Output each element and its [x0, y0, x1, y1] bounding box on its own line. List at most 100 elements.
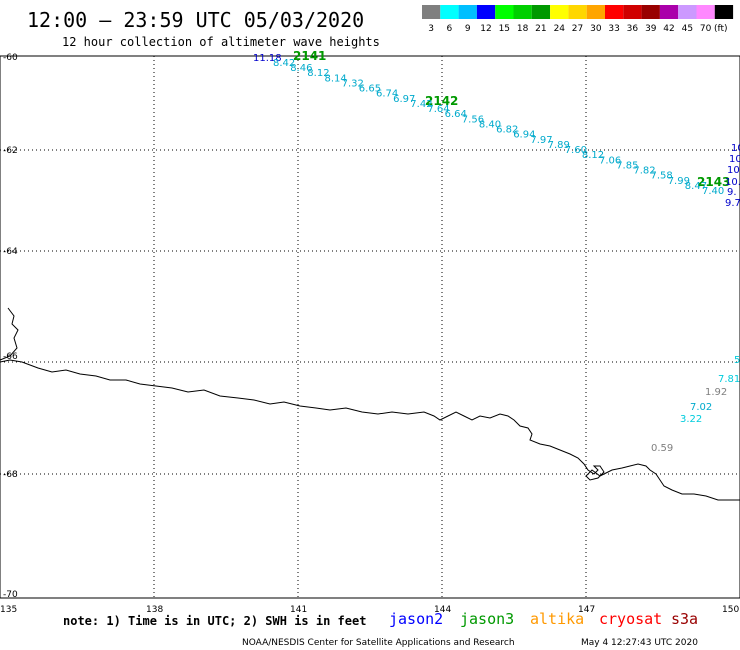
altimeter-track-main: 8.428.468.128.147.326.656.746.977.427.64…	[273, 58, 724, 197]
legend-label: 42	[663, 24, 674, 34]
track-value: 7.42	[410, 99, 432, 110]
footer-timestamp: May 4 12:27:43 UTC 2020	[581, 638, 698, 648]
track-value: 8.46	[290, 63, 312, 74]
track-value: 6.82	[496, 125, 518, 136]
legend-label: 39	[645, 24, 657, 34]
legend-swatch	[623, 5, 642, 19]
track-value: 7.58	[651, 171, 673, 182]
satellite-name: jason3	[460, 610, 514, 628]
track-value: 8.47	[685, 181, 707, 192]
legend-swatch	[659, 5, 679, 19]
track-value: 8.14	[325, 73, 347, 84]
legend-label: 18	[517, 24, 529, 34]
track-value: 6.74	[376, 89, 398, 100]
pass-time-label: 2141	[293, 49, 326, 63]
legend-swatch	[422, 5, 441, 19]
edge-values-lower: 5 7.81	[718, 355, 740, 385]
track-value: 7.32	[342, 79, 364, 90]
lat-label: -62	[3, 146, 18, 156]
track-value-first: 11.18	[253, 53, 282, 64]
legend-label: 27	[572, 24, 583, 34]
legend-label: 30	[590, 24, 602, 34]
track-value: 7.56	[462, 114, 484, 125]
track-value: 7.85	[616, 160, 638, 171]
lat-label: -60	[3, 53, 18, 63]
satellite-name: cryosat	[599, 610, 662, 628]
legend-swatch	[714, 5, 734, 19]
legend-label: 6	[447, 24, 453, 34]
track-value: 6.65	[359, 84, 381, 95]
legend-swatch	[495, 5, 514, 19]
satellite-name: altika	[530, 610, 584, 628]
graticule	[0, 56, 740, 598]
edge-value: 10	[729, 154, 740, 165]
track-value: 8.42	[273, 58, 295, 69]
lat-label: -66	[3, 352, 18, 362]
wave-height-legend: 3 6 9 12 15 18 21 24 27 30 33 36 39 42 45 70	[422, 5, 734, 34]
map-title: 12:00 – 23:59 UTC 05/03/2020	[27, 8, 364, 32]
legend-label: 15	[499, 24, 510, 34]
track-value: 6.94	[513, 130, 535, 141]
legend-swatch	[531, 5, 551, 19]
map-subtitle: 12 hour collection of altimeter wave hei…	[62, 35, 380, 49]
antarctic-coastline	[0, 307, 740, 501]
legend-label: 45	[682, 24, 693, 34]
map-frame	[0, 55, 740, 599]
track-value: 7.97	[530, 135, 552, 146]
legend-label: 70	[700, 24, 712, 34]
pass-time-label: 2142	[425, 94, 458, 108]
lower-track-value: 3.22	[680, 414, 702, 425]
lat-labels: -60 -62 -64 -66 -68 -70	[3, 53, 18, 600]
edge-value: 10	[731, 143, 740, 154]
footer-credit: NOAA/NESDIS Center for Satellite Applica…	[242, 638, 515, 648]
track-value: 8.12	[307, 68, 329, 79]
legend-swatch	[696, 5, 715, 19]
track-value: 7.64	[427, 104, 449, 115]
lower-track: 1.92 7.02 3.22 0.59	[651, 387, 727, 454]
pass-times: 2141 2142 2143	[293, 49, 730, 189]
legend-label: 21	[535, 24, 546, 34]
legend-swatch	[568, 5, 587, 19]
lon-label: 150	[722, 605, 739, 615]
legend-label: 3	[428, 24, 434, 34]
legend-swatch	[678, 5, 697, 19]
lat-label: -64	[3, 247, 18, 257]
track-value: 7.60	[565, 145, 587, 156]
track-value: 7.89	[548, 140, 570, 151]
track-value: 7.40	[702, 186, 724, 197]
lon-label: 135	[0, 605, 17, 615]
track-value: 7.99	[668, 176, 690, 187]
lon-label: 144	[434, 605, 451, 615]
lower-track-value: 1.92	[705, 387, 727, 398]
lon-label: 141	[290, 605, 307, 615]
track-value: 8.12	[582, 150, 604, 161]
lower-track-value: 0.59	[651, 443, 673, 454]
footer-note: note: 1) Time is in UTC; 2) SWH is in fe…	[63, 614, 366, 628]
edge-value: 9.	[727, 187, 737, 198]
legend-label: 33	[608, 24, 619, 34]
legend-swatch	[605, 5, 624, 19]
legend-swatch	[476, 5, 496, 19]
edge-value: 10.	[725, 177, 740, 188]
legend-label: 9	[465, 24, 471, 34]
track-value: 8.40	[479, 119, 501, 130]
lon-label: 147	[578, 605, 595, 615]
pass-time-label: 2143	[697, 175, 730, 189]
track-value: 7.06	[599, 155, 621, 166]
legend-swatch	[513, 5, 532, 19]
legend-swatch	[586, 5, 605, 19]
edge-value: 7.81	[718, 374, 740, 385]
legend-unit: (ft)	[714, 24, 728, 34]
lat-label: -70	[3, 590, 18, 600]
track-value: 6.64	[445, 109, 467, 120]
legend-label: 24	[554, 24, 566, 34]
lon-label: 138	[146, 605, 163, 615]
legend-swatch	[458, 5, 477, 19]
lower-track-value: 7.02	[690, 402, 712, 413]
legend-label: 36	[627, 24, 639, 34]
satellite-name: jason2	[389, 610, 443, 628]
legend-label: 12	[480, 24, 491, 34]
track-value: 7.82	[633, 166, 655, 177]
track-value: 6.97	[393, 94, 415, 105]
edge-value: 9.7	[725, 198, 740, 209]
